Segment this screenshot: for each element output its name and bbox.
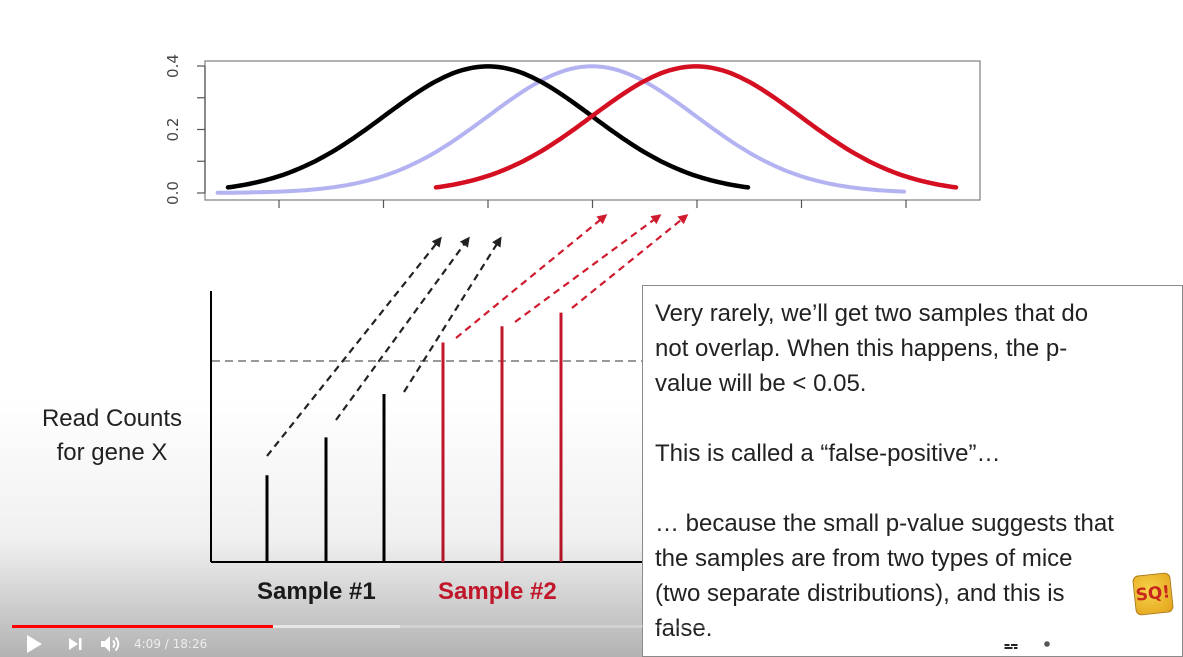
sample1-label: Sample #1 <box>257 578 376 605</box>
caption-line: (two separate distributions), and this i… <box>655 580 1065 607</box>
volume-button[interactable] <box>98 633 124 655</box>
plot-frame <box>204 60 981 201</box>
duration: 18:26 <box>172 637 208 651</box>
time-display: 4:09 / 18:26 <box>134 637 207 651</box>
arrow-s1-3 <box>403 236 502 393</box>
plot-x-ticks <box>278 200 907 208</box>
caption-line: not overlap. When this happens, the p- <box>655 335 1068 362</box>
next-icon <box>69 638 82 650</box>
gear-icon <box>1037 634 1057 654</box>
y-tick-label: 0.4 <box>164 54 182 78</box>
plot-y-ticks: 0.0 0.2 0.4 <box>164 54 205 205</box>
caption-spacer <box>655 471 1170 506</box>
time-separator: / <box>160 637 173 651</box>
subtitles-button[interactable] <box>999 633 1023 655</box>
theater-mode-button[interactable] <box>1107 633 1131 655</box>
arrows-sample1 <box>266 236 502 457</box>
y-axis-label-line2: for gene X <box>56 439 168 466</box>
y-tick-label: 0.0 <box>164 181 182 205</box>
caption-line: This is called a “false-positive”… <box>655 440 1001 467</box>
y-axis-label: Read Counts for gene X <box>28 402 196 470</box>
caption-spacer <box>655 401 1170 436</box>
current-time: 4:09 <box>134 637 161 651</box>
arrow-s2-1 <box>455 214 608 339</box>
volume-icon <box>101 636 120 652</box>
arrow-s1-1 <box>266 236 442 457</box>
caption-line: … because the small p-value suggests tha… <box>655 510 1114 537</box>
play-button[interactable] <box>22 633 46 655</box>
sample2-label: Sample #2 <box>438 578 557 605</box>
miniplayer-icon <box>1071 636 1093 652</box>
arrow-s2-3 <box>571 214 689 309</box>
curve-red <box>433 64 959 190</box>
control-bar: 4:09 / 18:26 <box>0 630 1183 657</box>
slide-text-box: Very rarely, we’ll get two samples that … <box>642 285 1183 657</box>
caption-line: Very rarely, we’ll get two samples that … <box>655 300 1089 327</box>
play-icon <box>27 635 42 653</box>
settings-button[interactable] <box>1035 633 1059 655</box>
y-axis-label-line1: Read Counts <box>41 405 183 432</box>
curve-black <box>225 64 751 190</box>
y-tick-label: 0.2 <box>164 118 182 142</box>
arrow-s1-2 <box>335 236 470 421</box>
arrows-sample2 <box>455 214 689 339</box>
progress-bar[interactable] <box>12 625 1171 628</box>
caption-line: the samples are from two types of mice <box>655 545 1073 572</box>
miniplayer-button[interactable] <box>1070 633 1094 655</box>
curve-light-blue <box>215 64 906 195</box>
subtitles-icon <box>1002 637 1020 651</box>
caption-line: value will be < 0.05. <box>655 370 867 397</box>
sample-bars <box>265 312 563 562</box>
next-button[interactable] <box>64 633 86 655</box>
distribution-curves <box>215 64 959 195</box>
caption-line: false. <box>655 615 713 642</box>
progress-played <box>12 625 273 628</box>
fullscreen-button[interactable] <box>1143 633 1167 655</box>
theater-mode-icon <box>1108 637 1130 651</box>
arrow-s2-2 <box>514 214 662 323</box>
channel-logo: SQ! <box>1132 572 1174 616</box>
fullscreen-icon <box>1146 635 1164 653</box>
